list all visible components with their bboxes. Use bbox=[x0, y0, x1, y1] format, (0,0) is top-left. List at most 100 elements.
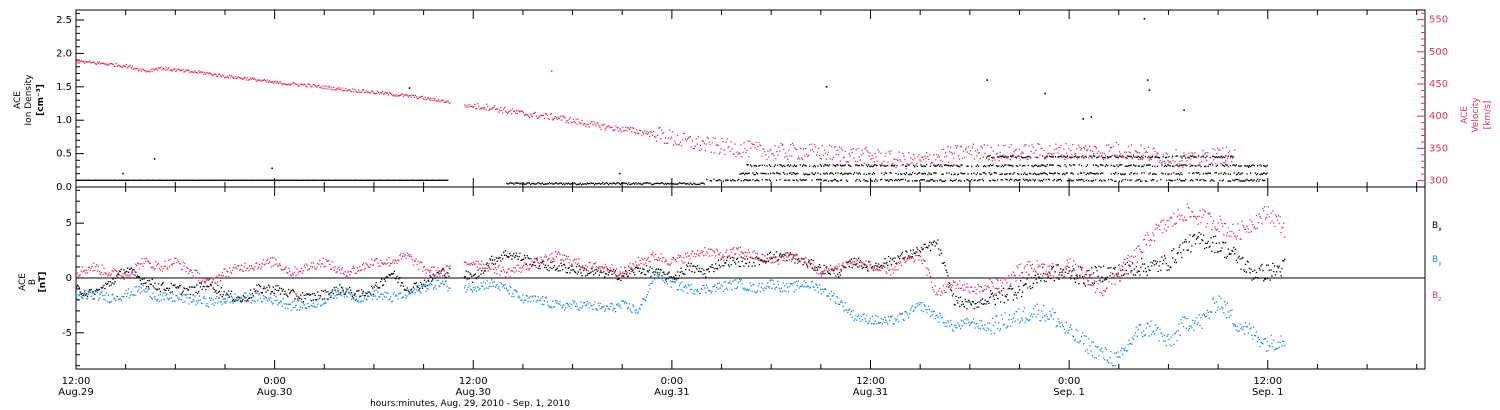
bz-point bbox=[564, 254, 566, 256]
bx-point bbox=[79, 291, 81, 293]
bz-point bbox=[502, 266, 504, 268]
bz-point bbox=[78, 274, 80, 276]
density-point bbox=[298, 179, 300, 181]
density-point bbox=[1214, 156, 1216, 159]
density-point bbox=[405, 179, 408, 181]
bx-point bbox=[742, 257, 744, 259]
bz-point bbox=[331, 261, 334, 263]
velocity-point bbox=[578, 121, 580, 123]
bz-point bbox=[752, 251, 754, 253]
density-point bbox=[1041, 180, 1044, 182]
bx-point bbox=[1248, 267, 1250, 269]
bx-point bbox=[478, 275, 480, 277]
velocity-point bbox=[478, 105, 480, 107]
bx-point bbox=[198, 282, 201, 284]
bx-point bbox=[497, 257, 499, 259]
density-point bbox=[814, 165, 817, 168]
bz-point bbox=[780, 257, 782, 259]
bz-point bbox=[229, 271, 232, 273]
density-point bbox=[1159, 157, 1161, 159]
velocity-point bbox=[676, 134, 679, 136]
density-point bbox=[1192, 155, 1194, 157]
density-point bbox=[923, 179, 925, 181]
velocity-point bbox=[977, 152, 980, 154]
bx-point bbox=[158, 288, 161, 290]
bx-point bbox=[994, 303, 996, 306]
velocity-point bbox=[722, 141, 724, 143]
bx-point bbox=[837, 273, 839, 275]
velocity-point bbox=[1100, 155, 1103, 157]
bz-point bbox=[337, 268, 339, 270]
velocity-point bbox=[401, 93, 403, 95]
bx-point bbox=[694, 271, 696, 273]
bx-point bbox=[1192, 235, 1194, 238]
bz-point bbox=[444, 273, 446, 275]
bz-point bbox=[186, 266, 188, 269]
density-point bbox=[933, 172, 935, 174]
bz-point bbox=[200, 281, 202, 283]
velocity-point bbox=[670, 136, 673, 138]
bx-point bbox=[593, 274, 595, 276]
bx-point bbox=[419, 287, 421, 290]
velocity-point bbox=[253, 77, 256, 79]
bx-point bbox=[181, 292, 183, 294]
velocity-point bbox=[730, 141, 732, 143]
density-point bbox=[1058, 173, 1060, 175]
density-point bbox=[754, 180, 756, 182]
density-point bbox=[1090, 155, 1092, 157]
velocity-point bbox=[159, 67, 161, 69]
density-point bbox=[921, 165, 923, 168]
density-point bbox=[1001, 179, 1003, 181]
bz-point bbox=[718, 254, 720, 256]
density-point bbox=[290, 179, 292, 181]
velocity-point bbox=[661, 129, 663, 131]
bz-point bbox=[387, 262, 389, 264]
density-point bbox=[656, 182, 658, 184]
bz-point bbox=[877, 269, 879, 271]
velocity-point bbox=[99, 63, 102, 65]
velocity-point bbox=[1165, 152, 1167, 154]
density-point bbox=[275, 179, 277, 181]
bx-point bbox=[1117, 272, 1119, 274]
velocity-point bbox=[291, 82, 293, 85]
velocity-point bbox=[385, 92, 388, 94]
bx-point bbox=[380, 281, 382, 283]
bz-point bbox=[756, 256, 758, 259]
bz-point bbox=[677, 254, 680, 256]
bz-point bbox=[128, 274, 131, 276]
bx-point bbox=[607, 274, 609, 276]
density-point bbox=[1011, 156, 1013, 158]
bx-point bbox=[1012, 299, 1015, 301]
velocity-point bbox=[816, 151, 819, 153]
velocity-point bbox=[1174, 161, 1176, 163]
density-point bbox=[1203, 165, 1206, 168]
bx-point bbox=[635, 266, 638, 268]
bx-point bbox=[951, 295, 954, 297]
density-point bbox=[1141, 165, 1143, 168]
velocity-point bbox=[91, 61, 94, 63]
bx-point bbox=[818, 264, 821, 266]
velocity-point bbox=[1101, 152, 1104, 154]
bz-point bbox=[153, 269, 155, 271]
bx-point bbox=[1243, 269, 1245, 271]
bx-point bbox=[1175, 261, 1177, 264]
bx-point bbox=[1176, 252, 1178, 255]
density-point bbox=[375, 179, 377, 181]
density-point bbox=[1168, 164, 1170, 167]
bx-point bbox=[583, 269, 585, 272]
bx-point bbox=[919, 250, 921, 252]
bx-point bbox=[248, 297, 250, 299]
velocity-point bbox=[783, 149, 785, 151]
density-point bbox=[749, 179, 752, 181]
bx-point bbox=[299, 297, 301, 300]
density-point bbox=[683, 182, 685, 184]
bx-point bbox=[314, 294, 316, 296]
velocity-point bbox=[713, 152, 715, 154]
bz-point bbox=[537, 261, 539, 264]
density-point bbox=[745, 179, 747, 181]
bx-point bbox=[930, 242, 933, 244]
density-point bbox=[163, 179, 165, 181]
velocity-point bbox=[207, 72, 209, 74]
velocity-point bbox=[1123, 151, 1126, 153]
density-point bbox=[288, 179, 290, 181]
